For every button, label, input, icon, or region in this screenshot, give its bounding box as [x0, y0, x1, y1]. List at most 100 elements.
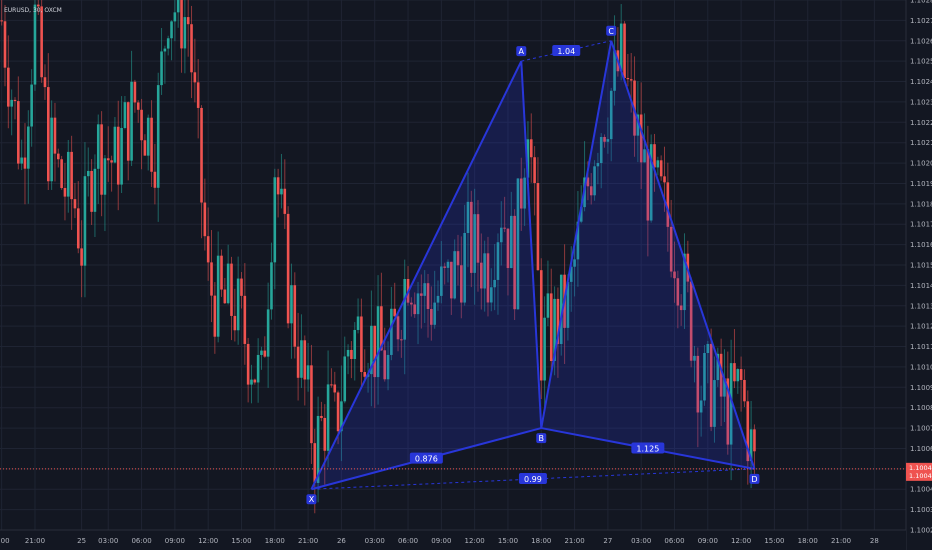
- point-label-c[interactable]: C: [608, 27, 614, 36]
- candle-body[interactable]: [236, 278, 240, 331]
- harmonic-pattern[interactable]: 1.04 0.876 1.125 0.99 X A B C D: [306, 25, 760, 505]
- candle-body[interactable]: [546, 293, 550, 318]
- candle-body[interactable]: [596, 163, 600, 167]
- candle-body[interactable]: [3, 21, 7, 68]
- candle-body[interactable]: [523, 177, 526, 209]
- candle-body[interactable]: [216, 255, 220, 337]
- candle-body[interactable]: [310, 365, 313, 444]
- candle-body[interactable]: [696, 355, 700, 413]
- candle-body[interactable]: [27, 126, 30, 169]
- candle-body[interactable]: [526, 139, 530, 178]
- point-label-x[interactable]: X: [309, 495, 315, 504]
- point-label-d[interactable]: D: [751, 475, 757, 484]
- candle-body[interactable]: [663, 176, 666, 183]
- candle-body[interactable]: [693, 355, 696, 361]
- candle-body[interactable]: [509, 215, 513, 269]
- candle-body[interactable]: [143, 140, 147, 156]
- candle-body[interactable]: [709, 343, 713, 427]
- candle-body[interactable]: [539, 270, 543, 381]
- candle-body[interactable]: [423, 283, 426, 296]
- candle-body[interactable]: [273, 177, 277, 263]
- candle-body[interactable]: [403, 279, 407, 340]
- candle-body[interactable]: [170, 21, 173, 39]
- candle-body[interactable]: [343, 356, 347, 402]
- candle-body[interactable]: [63, 188, 67, 197]
- candle-body[interactable]: [513, 215, 516, 310]
- candle-body[interactable]: [506, 228, 510, 269]
- candle-body[interactable]: [499, 227, 503, 243]
- candle-body[interactable]: [210, 262, 213, 296]
- candle-body[interactable]: [606, 139, 610, 142]
- candle-body[interactable]: [86, 170, 90, 177]
- candle-body[interactable]: [679, 305, 683, 311]
- candle-body[interactable]: [373, 325, 377, 378]
- candle-body[interactable]: [46, 87, 50, 182]
- candle-body[interactable]: [360, 316, 363, 373]
- candle-body[interactable]: [746, 401, 750, 462]
- candle-body[interactable]: [483, 253, 486, 289]
- candle-body[interactable]: [456, 251, 460, 266]
- candle-body[interactable]: [306, 365, 310, 380]
- candle-body[interactable]: [276, 177, 280, 195]
- candle-body[interactable]: [556, 298, 560, 345]
- candle-body[interactable]: [230, 263, 233, 316]
- candle-body[interactable]: [436, 295, 440, 303]
- candle-body[interactable]: [723, 378, 726, 397]
- pattern-leg-xa[interactable]: [310, 60, 523, 490]
- candle-body[interactable]: [110, 160, 113, 163]
- candle-body[interactable]: [603, 136, 606, 142]
- candle-body[interactable]: [160, 51, 163, 86]
- candle-body[interactable]: [246, 343, 250, 385]
- candle-body[interactable]: [393, 308, 397, 317]
- candle-body[interactable]: [56, 153, 60, 160]
- candle-body[interactable]: [10, 99, 13, 107]
- candle-body[interactable]: [370, 325, 373, 375]
- candle-body[interactable]: [280, 188, 283, 195]
- candle-body[interactable]: [20, 157, 23, 164]
- candle-body[interactable]: [260, 350, 263, 355]
- candle-body[interactable]: [286, 213, 290, 324]
- candle-body[interactable]: [619, 23, 623, 72]
- candle-body[interactable]: [363, 372, 367, 377]
- candle-body[interactable]: [243, 295, 247, 344]
- candle-body[interactable]: [453, 251, 456, 299]
- candle-body[interactable]: [203, 202, 207, 237]
- candle-body[interactable]: [80, 248, 83, 266]
- candle-body[interactable]: [156, 85, 160, 188]
- candle-body[interactable]: [749, 429, 753, 462]
- candle-body[interactable]: [463, 232, 466, 303]
- candle-body[interactable]: [283, 188, 287, 214]
- candle-body[interactable]: [626, 78, 630, 80]
- candle-body[interactable]: [430, 308, 433, 325]
- candle-body[interactable]: [676, 278, 680, 306]
- candle-body[interactable]: [739, 369, 743, 380]
- candle-body[interactable]: [23, 157, 27, 169]
- candle-body[interactable]: [73, 199, 77, 209]
- candle-body[interactable]: [466, 201, 470, 233]
- candle-body[interactable]: [480, 262, 483, 289]
- candle-body[interactable]: [266, 309, 270, 357]
- candle-body[interactable]: [66, 151, 70, 197]
- candle-body[interactable]: [140, 109, 143, 141]
- candle-body[interactable]: [120, 127, 123, 185]
- candle-body[interactable]: [136, 102, 140, 110]
- pattern-triangle-xab[interactable]: [311, 61, 542, 490]
- candle-body[interactable]: [426, 283, 430, 309]
- candle-body[interactable]: [250, 379, 253, 385]
- candle-body[interactable]: [263, 350, 267, 357]
- pattern-triangle-bcd[interactable]: [541, 40, 755, 469]
- candle-body[interactable]: [410, 302, 413, 305]
- candle-body[interactable]: [326, 384, 330, 451]
- candle-body[interactable]: [613, 50, 616, 91]
- candle-body[interactable]: [116, 126, 120, 185]
- candle-body[interactable]: [516, 178, 520, 310]
- candle-body[interactable]: [76, 208, 80, 249]
- candle-body[interactable]: [296, 346, 300, 378]
- candle-body[interactable]: [330, 384, 333, 386]
- candle-body[interactable]: [323, 417, 327, 451]
- candle-body[interactable]: [383, 350, 387, 380]
- candle-body[interactable]: [460, 265, 463, 303]
- candle-body[interactable]: [33, 4, 37, 85]
- candle-body[interactable]: [719, 353, 723, 397]
